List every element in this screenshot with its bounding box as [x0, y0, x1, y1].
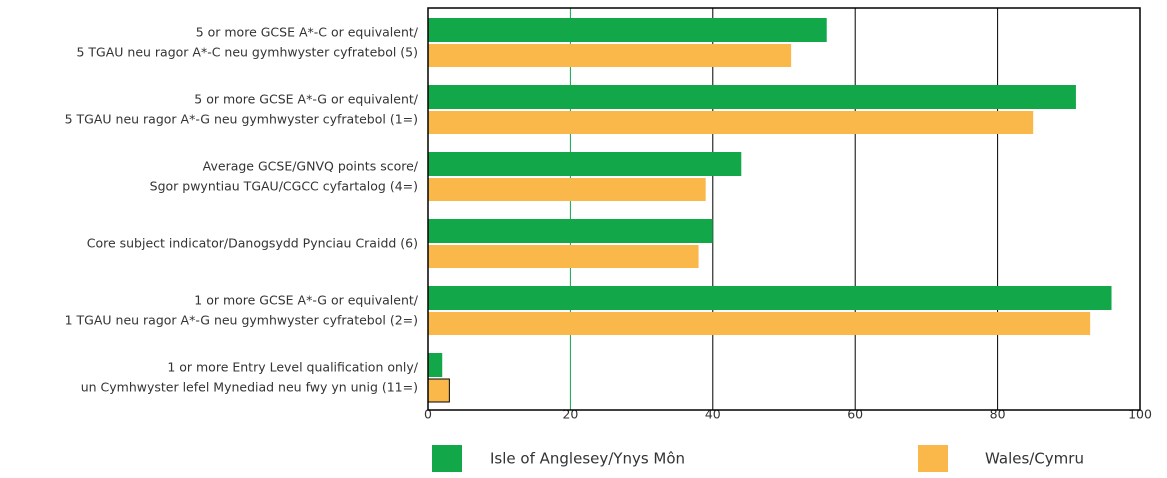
- legend-swatch: [432, 445, 462, 472]
- x-tick-label: 80: [990, 407, 1006, 422]
- category-label: 5 TGAU neu ragor A*-G neu gymhwyster cyf…: [65, 112, 418, 127]
- category-label: 1 or more Entry Level qualification only…: [167, 360, 418, 375]
- bar: [428, 111, 1034, 134]
- category-label: 1 TGAU neu ragor A*-G neu gymhwyster cyf…: [65, 313, 418, 328]
- x-tick-label: 40: [705, 407, 721, 422]
- bar: [428, 286, 1112, 310]
- category-label: 5 TGAU neu ragor A*-C neu gymhwyster cyf…: [76, 45, 418, 60]
- bar: [428, 85, 1076, 109]
- category-label: 5 or more GCSE A*-C or equivalent/: [196, 25, 419, 40]
- legend-swatch: [918, 445, 948, 472]
- bar: [428, 245, 699, 268]
- bar: [428, 219, 713, 243]
- x-tick-label: 20: [562, 407, 578, 422]
- bar: [428, 152, 742, 176]
- bar: [428, 18, 827, 42]
- bar: [428, 44, 792, 67]
- bar: [428, 353, 443, 377]
- bar: [427, 378, 450, 403]
- category-label: 1 or more GCSE A*-G or equivalent/: [194, 293, 419, 308]
- x-tick-label: 0: [424, 407, 432, 422]
- legend-label: Isle of Anglesey/Ynys Môn: [490, 450, 685, 468]
- category-label: Sgor pwyntiau TGAU/CGCC cyfartalog (4=): [150, 179, 418, 194]
- plot-frame: [427, 7, 1141, 411]
- bar: [428, 312, 1091, 335]
- category-label: Average GCSE/GNVQ points score/: [203, 159, 419, 174]
- category-label: Core subject indicator/Danogsydd Pynciau…: [87, 236, 418, 251]
- x-tick-label: 60: [847, 407, 863, 422]
- category-label: 5 or more GCSE A*-G or equivalent/: [194, 92, 419, 107]
- legend-label: Wales/Cymru: [985, 450, 1084, 468]
- bar: [428, 178, 706, 201]
- category-label: un Cymhwyster lefel Mynediad neu fwy yn …: [81, 380, 418, 395]
